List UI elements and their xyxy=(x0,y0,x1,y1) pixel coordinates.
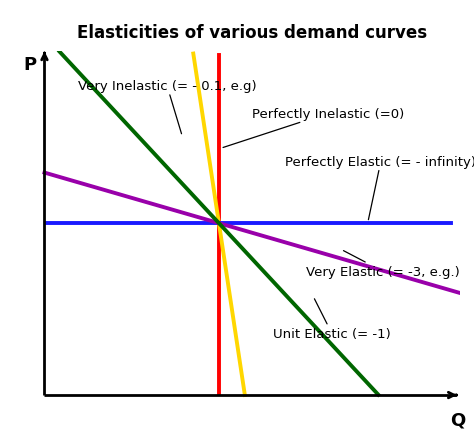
Text: Perfectly Elastic (= - infinity): Perfectly Elastic (= - infinity) xyxy=(285,155,474,220)
Text: Very Elastic (= -3, e.g.): Very Elastic (= -3, e.g.) xyxy=(306,251,460,278)
Text: Q: Q xyxy=(450,411,465,428)
Text: Unit Elastic (= -1): Unit Elastic (= -1) xyxy=(273,299,391,340)
Text: Very Inelastic (= - 0.1, e.g): Very Inelastic (= - 0.1, e.g) xyxy=(78,80,256,135)
Text: Perfectly Inelastic (=0): Perfectly Inelastic (=0) xyxy=(223,107,404,148)
Text: Elasticities of various demand curves: Elasticities of various demand curves xyxy=(77,24,427,42)
Text: P: P xyxy=(23,56,36,73)
